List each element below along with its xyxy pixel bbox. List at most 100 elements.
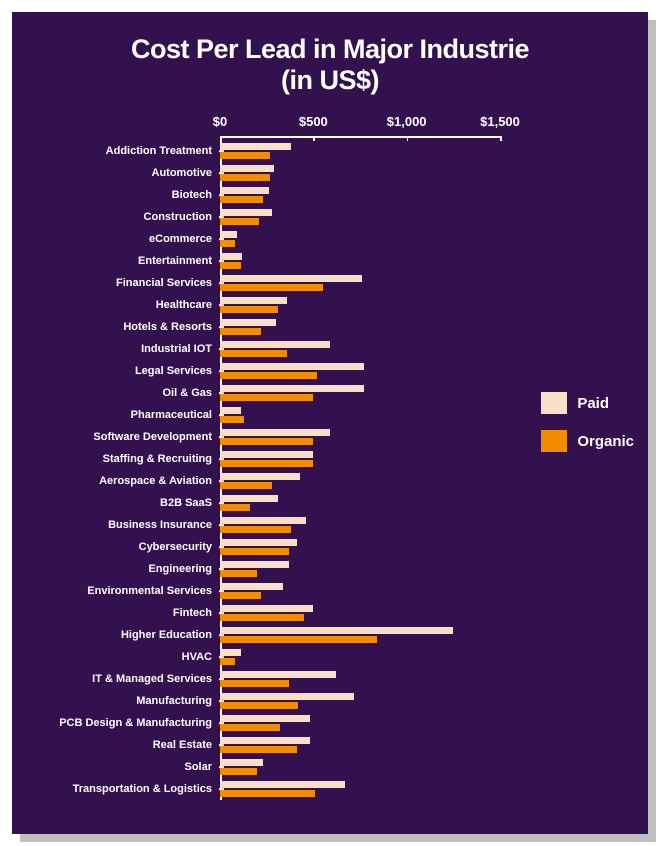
x-axis-line [220,136,500,138]
bar-organic [220,196,263,203]
row-bars [220,470,500,492]
category-label: Real Estate [32,739,220,751]
bar-paid [220,737,310,744]
chart-row: Engineering [32,558,628,580]
row-bars [220,448,500,470]
legend-label: Paid [577,395,609,412]
chart-row: Hotels & Resorts [32,316,628,338]
chart-row: Fintech [32,602,628,624]
category-label: Environmental Services [32,585,220,597]
row-bars [220,228,500,250]
row-bars [220,690,500,712]
chart-rows: Addiction Treatment Automotive Biotech Cons… [32,140,628,800]
category-label: Biotech [32,189,220,201]
chart-row: Automotive [32,162,628,184]
bar-paid [220,187,269,194]
bar-organic [220,306,278,313]
bar-paid [220,759,263,766]
bar-organic [220,438,313,445]
chart-row: Construction [32,206,628,228]
category-label: Solar [32,761,220,773]
chart-row: HVAC [32,646,628,668]
category-label: Software Development [32,431,220,443]
bar-organic [220,636,377,643]
bar-paid [220,429,330,436]
bar-paid [220,407,241,414]
bar-paid [220,209,272,216]
category-label: Aerospace & Aviation [32,475,220,487]
bar-organic [220,394,313,401]
chart-row: Staffing & Recruiting [32,448,628,470]
bar-paid [220,275,362,282]
chart-title-line1: Cost Per Lead in Major Industrie [131,34,529,64]
chart-row: Higher Education [32,624,628,646]
bar-paid [220,473,300,480]
row-bars [220,602,500,624]
category-label: Oil & Gas [32,387,220,399]
legend: Paid Organic [541,392,634,452]
row-bars [220,162,500,184]
bar-paid [220,517,306,524]
category-label: Healthcare [32,299,220,311]
row-bars [220,580,500,602]
row-bars [220,184,500,206]
category-label: Pharmaceutical [32,409,220,421]
bar-organic [220,768,257,775]
bar-paid [220,781,345,788]
row-bars [220,338,500,360]
row-bars [220,360,500,382]
bar-paid [220,495,278,502]
bar-paid [220,561,289,568]
category-label: Higher Education [32,629,220,641]
bar-organic [220,526,291,533]
bar-paid [220,451,313,458]
bar-organic [220,372,317,379]
row-bars [220,316,500,338]
bar-paid [220,671,336,678]
category-label: Manufacturing [32,695,220,707]
bar-paid [220,341,330,348]
row-bars [220,514,500,536]
category-label: Hotels & Resorts [32,321,220,333]
row-bars [220,294,500,316]
bar-organic [220,504,250,511]
bar-paid [220,649,241,656]
x-axis-tick-label: $500 [299,114,328,129]
bar-organic [220,614,304,621]
row-bars [220,778,500,800]
bar-organic [220,240,235,247]
category-label: Entertainment [32,255,220,267]
chart-row: eCommerce [32,228,628,250]
chart-row: Real Estate [32,734,628,756]
row-bars [220,140,500,162]
chart-row: Biotech [32,184,628,206]
bar-organic [220,350,287,357]
row-bars [220,756,500,778]
row-bars [220,206,500,228]
legend-label: Organic [577,433,634,450]
chart-row: Addiction Treatment [32,140,628,162]
category-label: Cybersecurity [32,541,220,553]
x-axis-tick-label: $0 [213,114,227,129]
bar-paid [220,253,242,260]
row-bars [220,426,500,448]
category-label: eCommerce [32,233,220,245]
row-bars [220,492,500,514]
row-bars [220,250,500,272]
bar-paid [220,627,453,634]
category-label: Automotive [32,167,220,179]
bar-paid [220,165,274,172]
category-label: IT & Managed Services [32,673,220,685]
chart-row: Environmental Services [32,580,628,602]
chart-row: Manufacturing [32,690,628,712]
bar-paid [220,693,354,700]
chart-row: IT & Managed Services [32,668,628,690]
x-axis-tick-label: $1,000 [387,114,427,129]
bar-paid [220,143,291,150]
chart-title: Cost Per Lead in Major Industrie (in US$… [32,34,628,96]
category-label: HVAC [32,651,220,663]
chart-row: Transportation & Logistics [32,778,628,800]
x-axis-tick-label: $1,500 [480,114,520,129]
x-axis-area: $0$500$1,000$1,500 [220,114,500,140]
category-label: B2B SaaS [32,497,220,509]
